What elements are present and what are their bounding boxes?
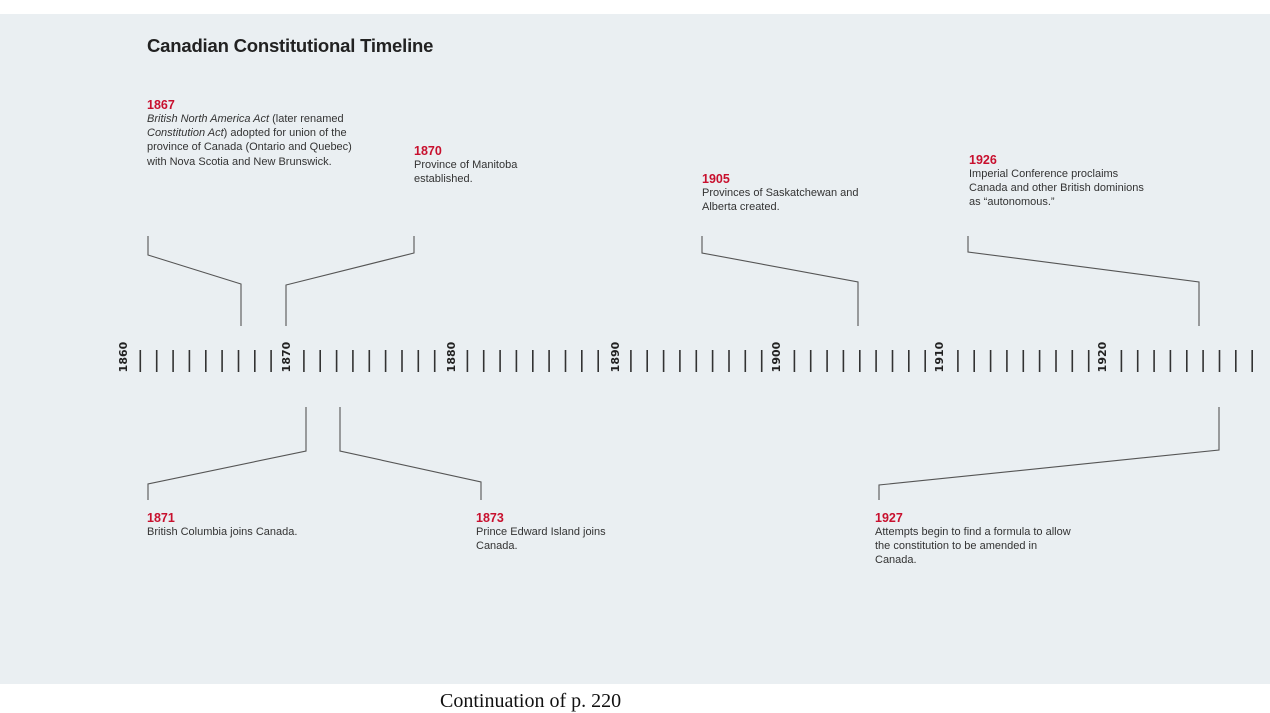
event-1905: 1905 Provinces of Saskatchewan and Alber… (702, 172, 887, 214)
decade-label-1890: 1890 (609, 341, 622, 373)
connector-lines (147, 236, 1220, 500)
event-year: 1873 (476, 511, 504, 525)
event-description: British Columbia joins Canada. (147, 526, 298, 538)
connector-1927 (878, 407, 1220, 500)
event-description: British North America Act (later renamed… (147, 113, 352, 168)
event-1927: 1927 Attempts begin to find a formula to… (875, 511, 1080, 568)
connector-1871 (147, 407, 307, 500)
decade-label-1870: 1870 (280, 341, 293, 373)
decade-label-1920: 1920 (1096, 341, 1109, 373)
event-1870: 1870 Province of Manitoba established. (414, 144, 564, 186)
event-year: 1927 (875, 511, 903, 525)
connector-1870 (285, 236, 415, 326)
page-caption: Continuation of p. 220 (440, 690, 622, 712)
italic-act-name: British North America Act (147, 113, 270, 125)
timeline-title: Canadian Constitutional Timeline (147, 35, 434, 56)
event-year: 1867 (147, 98, 175, 112)
italic-act-rename: Constitution Act (147, 127, 224, 140)
event-year: 1871 (147, 511, 175, 525)
event-1867: 1867 British North America Act (later re… (147, 98, 352, 169)
timeline-panel: Canadian Constitutional Timeline 1860 18… (0, 14, 1270, 684)
event-1873: 1873 Prince Edward Island joins Canada. (476, 511, 636, 553)
event-description: Imperial Conference proclaims Canada and… (969, 168, 1144, 209)
event-year: 1870 (414, 144, 442, 158)
connector-1873 (339, 407, 482, 500)
event-1926: 1926 Imperial Conference proclaims Canad… (969, 153, 1149, 210)
event-description: Province of Manitoba established. (414, 159, 518, 186)
event-year: 1926 (969, 153, 997, 167)
event-year: 1905 (702, 172, 730, 186)
event-description: Provinces of Saskatchewan and Alberta cr… (702, 187, 859, 214)
connector-1867 (147, 236, 242, 326)
decade-label-1910: 1910 (933, 341, 946, 373)
decade-label-1900: 1900 (770, 341, 783, 373)
event-description: Prince Edward Island joins Canada. (476, 526, 606, 553)
timeline-svg (139, 236, 1253, 500)
decade-label-1880: 1880 (445, 341, 458, 373)
event-description: Attempts begin to find a formula to allo… (875, 526, 1071, 567)
decade-label-1860: 1860 (117, 341, 130, 373)
connector-1905 (701, 236, 859, 326)
timeline-axis (139, 350, 1253, 372)
event-1871: 1871 British Columbia joins Canada. (147, 511, 307, 539)
connector-1926 (967, 236, 1200, 326)
